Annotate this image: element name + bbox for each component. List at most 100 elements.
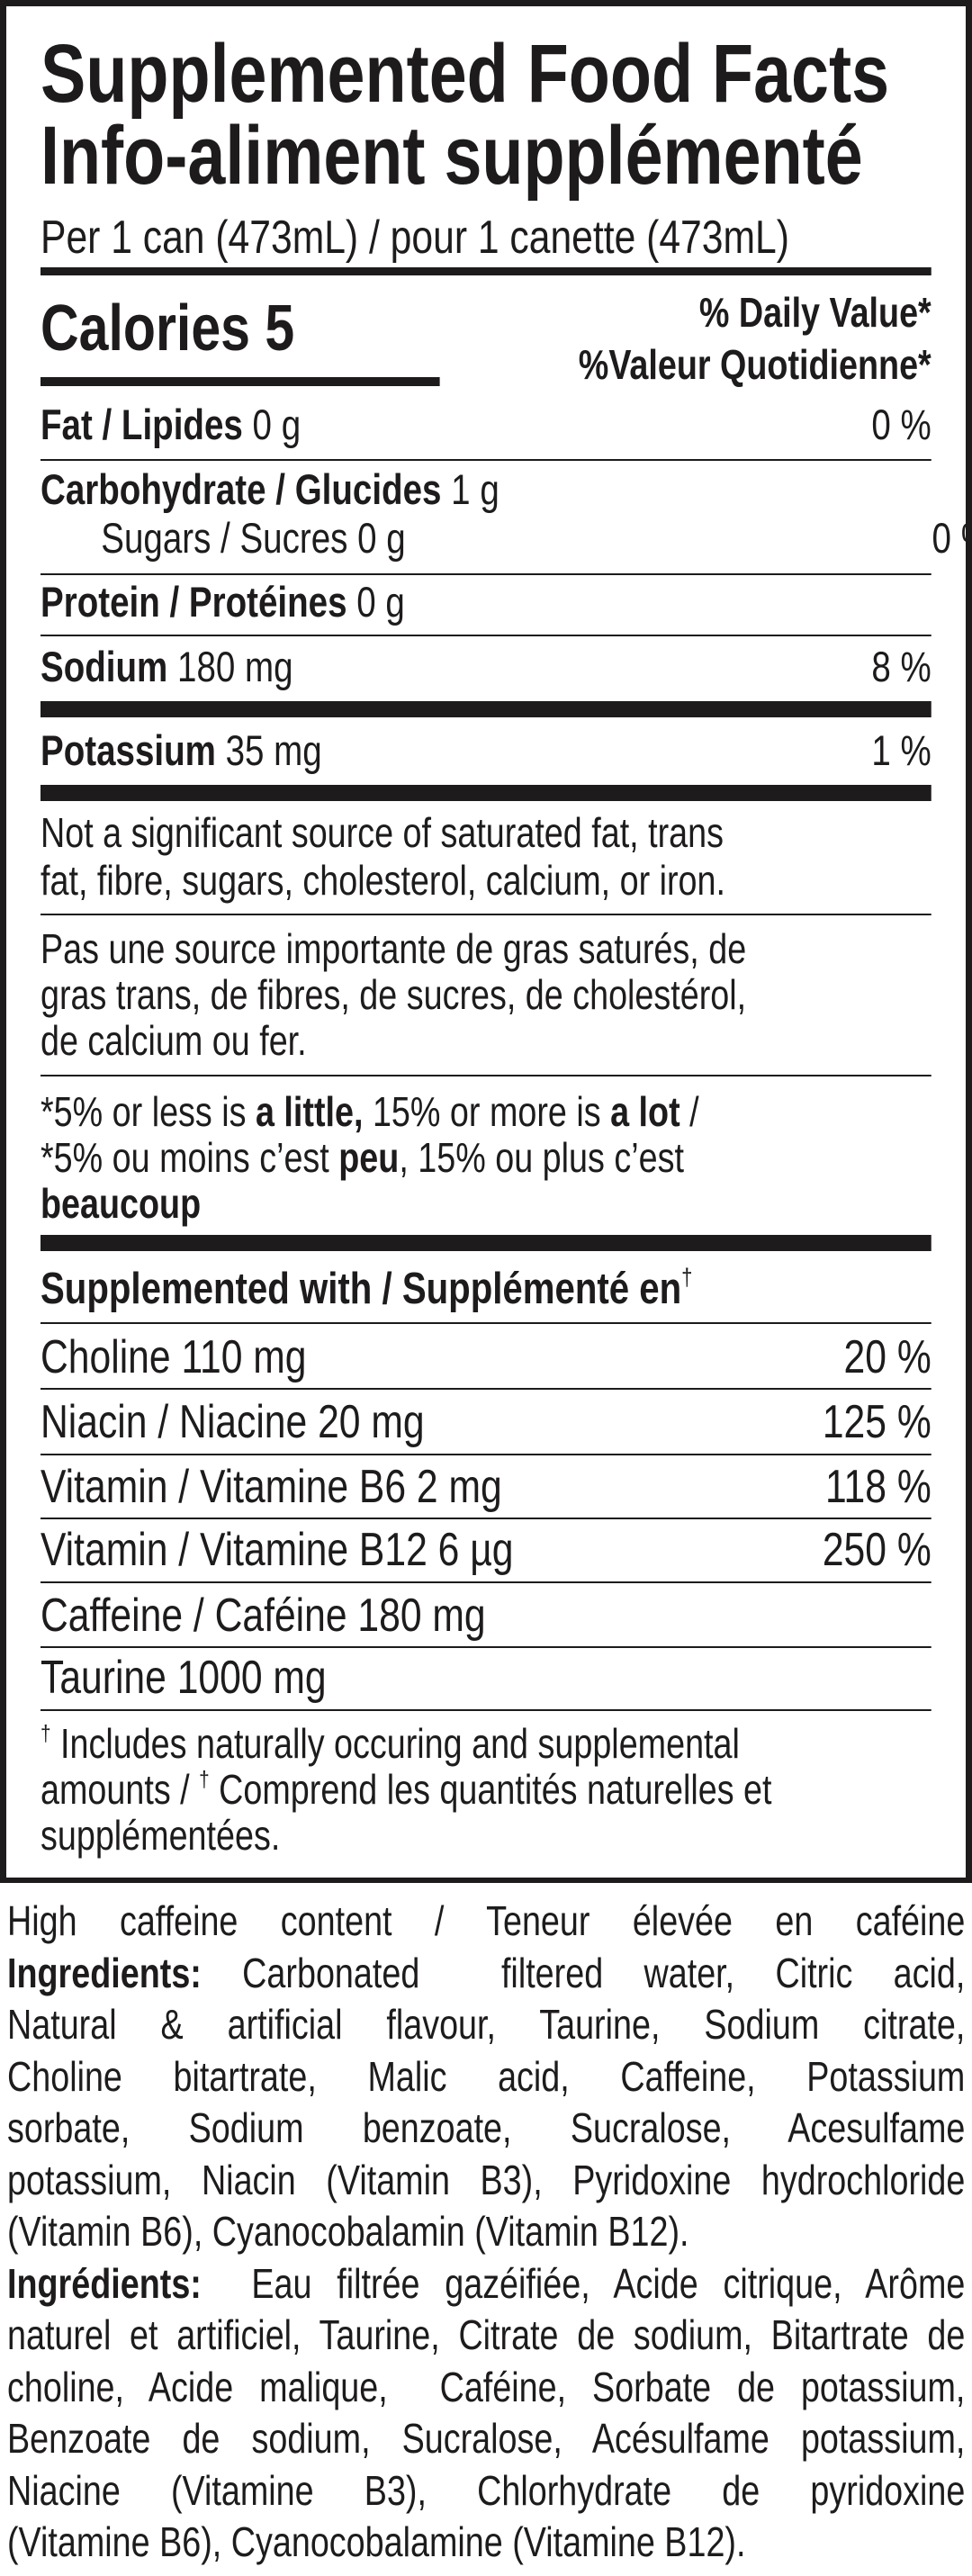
dagger: † bbox=[40, 1721, 51, 1747]
footnote-text: amounts / bbox=[40, 1766, 200, 1813]
title-english: Supplemented Food Facts bbox=[40, 28, 890, 120]
daily-value-note-line: *5% ou moins c’est peu, 15% ou plus c’es… bbox=[40, 1134, 932, 1181]
nutrient-row: Protein / Protéines 0 g bbox=[40, 577, 932, 627]
ingredients-label: Ingrédients: bbox=[7, 2259, 202, 2307]
supplement-name: Choline 110 mg bbox=[40, 1331, 307, 1383]
supplement-daily-value: 118 % bbox=[824, 1461, 932, 1513]
title-french: Info-aliment supplémenté bbox=[40, 110, 863, 202]
divider-thick bbox=[40, 785, 932, 801]
divider bbox=[40, 1454, 932, 1455]
nutrient-name: Carbohydrate / Glucides bbox=[40, 465, 442, 513]
divider bbox=[40, 1709, 932, 1711]
supplemented-heading: Supplemented with / Supplémenté en† bbox=[40, 1263, 932, 1315]
supplement-name: Niacin / Niacine 20 mg bbox=[40, 1396, 425, 1448]
not-significant-en-line: fat, fibre, sugars, cholesterol, calcium… bbox=[40, 857, 725, 904]
emphasis: a little, bbox=[255, 1088, 364, 1135]
nutrient-label: Fat / Lipides 0 g bbox=[40, 400, 301, 450]
divider bbox=[40, 459, 932, 461]
footnote-line: † Includes naturally occuring and supple… bbox=[40, 1720, 932, 1767]
note-text: / bbox=[680, 1088, 699, 1135]
not-significant-fr-line: gras trans, de fibres, de sucres, de cho… bbox=[40, 971, 747, 1018]
ingredients-text: potassium, Niacin (Vitamin B3), Pyridoxi… bbox=[7, 2156, 966, 2203]
not-significant-fr-line: Pas une source importante de gras saturé… bbox=[40, 925, 747, 972]
ingredients-line: (Vitamin B6), Cyanocobalamin (Vitamin B1… bbox=[7, 2206, 965, 2256]
divider bbox=[40, 1646, 932, 1648]
emphasis: a lot bbox=[610, 1088, 680, 1135]
ingredients-text: (Vitamin B6), Cyanocobalamin (Vitamin B1… bbox=[7, 2208, 689, 2255]
ingredients-text: Niacine (Vitamine B3), Chlorhydrate de p… bbox=[7, 2466, 966, 2514]
ingredients-line: (Vitamine B6), Cyanocobalamine (Vitamine… bbox=[7, 2517, 965, 2567]
nutrient-label: Sugars / Sucres 0 g bbox=[101, 513, 405, 563]
nutrient-row: Sugars / Sucres 0 g 0 % bbox=[40, 513, 972, 563]
nutrient-name: Sodium bbox=[40, 643, 168, 690]
ingredients-line: sorbate, Sodium benzoate, Sucralose, Ace… bbox=[7, 2103, 965, 2153]
ingredients-text: Choline bitartrate, Malic acid, Caffeine… bbox=[7, 2052, 966, 2100]
divider bbox=[40, 1322, 932, 1324]
note-text: , 15% ou plus c’est bbox=[399, 1134, 684, 1181]
nutrient-row: Carbohydrate / Glucides 1 g bbox=[40, 464, 932, 515]
ingredients-text: choline, Acide malique, Caféine, Sorbate… bbox=[7, 2363, 966, 2410]
dagger: † bbox=[199, 1767, 210, 1793]
emphasis: peu bbox=[338, 1134, 400, 1181]
footnote-text: Comprend les quantités naturelles et bbox=[219, 1766, 772, 1813]
nutrient-row: Potassium 35 mg 1 % bbox=[40, 725, 932, 776]
dagger: † bbox=[681, 1263, 693, 1291]
footnote-line: supplémentées. bbox=[40, 1812, 281, 1859]
supplement-name: Caffeine / Caféine 180 mg bbox=[40, 1590, 486, 1642]
ingredients-text: Benzoate de sodium, Sucralose, Acésulfam… bbox=[7, 2415, 966, 2462]
ingredients-line: Choline bitartrate, Malic acid, Caffeine… bbox=[7, 2051, 965, 2102]
nutrient-amount: 1 g bbox=[441, 465, 500, 513]
note-text: *5% or less is bbox=[40, 1088, 256, 1135]
nutrient-amount: 35 mg bbox=[215, 726, 322, 774]
divider bbox=[40, 635, 932, 636]
divider bbox=[40, 573, 932, 575]
nutrient-name: Protein / Protéines bbox=[40, 578, 347, 626]
nutrient-name: Potassium bbox=[40, 726, 216, 774]
nutrient-amount: 0 g bbox=[346, 578, 405, 626]
ingredients-text: Natural & artificial flavour, Taurine, S… bbox=[7, 2001, 966, 2048]
nutrient-label: Potassium 35 mg bbox=[40, 725, 322, 776]
nutrient-row: Sodium 180 mg 8 % bbox=[40, 642, 932, 692]
not-significant-en-line: Not a significant source of saturated fa… bbox=[40, 809, 724, 856]
ingredients-text: Carbonated filtered water, Citric acid, bbox=[201, 1949, 966, 1996]
ingredients-line: Ingrédients: Eau filtrée gazéifiée, Acid… bbox=[7, 2258, 965, 2309]
supplement-row: Choline 110 mg 20 % bbox=[40, 1330, 932, 1384]
nutrient-row: Fat / Lipides 0 g 0 % bbox=[40, 400, 932, 450]
ingredients-line: Benzoate de sodium, Sucralose, Acésulfam… bbox=[7, 2413, 965, 2463]
nutrient-daily-value: 0 % bbox=[871, 401, 932, 448]
nutrient-amount: 180 mg bbox=[167, 643, 293, 690]
calories: Calories 5 bbox=[40, 293, 295, 365]
supplement-row: Caffeine / Caféine 180 mg bbox=[40, 1589, 932, 1643]
nutrient-daily-value: 0 % bbox=[932, 514, 972, 562]
ingredients-line: choline, Acide malique, Caféine, Sorbate… bbox=[7, 2362, 965, 2412]
supplement-row: Niacin / Niacine 20 mg 125 % bbox=[40, 1395, 932, 1449]
daily-value-note-line: *5% or less is a little, 15% or more is … bbox=[40, 1088, 932, 1135]
divider-thick bbox=[40, 1235, 932, 1251]
supplemented-heading-text: Supplemented with / Supplémenté en bbox=[40, 1265, 682, 1313]
divider-thick bbox=[40, 701, 932, 717]
ingredients-text: naturel et artificiel, Taurine, Citrate … bbox=[7, 2311, 966, 2358]
ingredients-line: Natural & artificial flavour, Taurine, S… bbox=[7, 1999, 965, 2049]
divider-thick bbox=[40, 267, 932, 275]
nutrient-label: Carbohydrate / Glucides 1 g bbox=[40, 464, 500, 515]
not-significant-fr-line: de calcium ou fer. bbox=[40, 1017, 307, 1064]
nutrient-daily-value: 8 % bbox=[871, 643, 932, 690]
ingredients-line: High caffeine content / Teneur élevée en… bbox=[7, 1896, 965, 1946]
ingredients-text: Eau filtrée gazéifiée, Acide citrique, A… bbox=[201, 2259, 966, 2307]
ingredients-line: Niacine (Vitamine B3), Chlorhydrate de p… bbox=[7, 2465, 965, 2516]
supplement-name: Taurine 1000 mg bbox=[40, 1652, 327, 1704]
note-text: *5% ou moins c’est bbox=[40, 1134, 339, 1181]
daily-value-heading-fr: %Valeur Quotidienne* bbox=[578, 341, 932, 388]
divider bbox=[40, 1581, 932, 1583]
daily-value-heading-en: % Daily Value* bbox=[698, 289, 932, 336]
nutrient-daily-value: 1 % bbox=[871, 726, 932, 774]
ingredients-text: High caffeine content / Teneur élevée en… bbox=[7, 1897, 966, 1944]
divider bbox=[40, 1388, 932, 1390]
ingredients-text: (Vitamine B6), Cyanocobalamine (Vitamine… bbox=[7, 2518, 746, 2565]
supplement-row: Taurine 1000 mg bbox=[40, 1651, 932, 1705]
divider bbox=[40, 914, 932, 915]
supplement-name: Vitamin / Vitamine B12 6 µg bbox=[40, 1524, 514, 1576]
nutrient-amount: Sugars / Sucres 0 g bbox=[101, 514, 406, 562]
nutrition-facts-table: Supplemented Food Facts Info-aliment sup… bbox=[0, 0, 972, 1883]
supplement-row: Vitamin / Vitamine B6 2 mg 118 % bbox=[40, 1460, 932, 1514]
